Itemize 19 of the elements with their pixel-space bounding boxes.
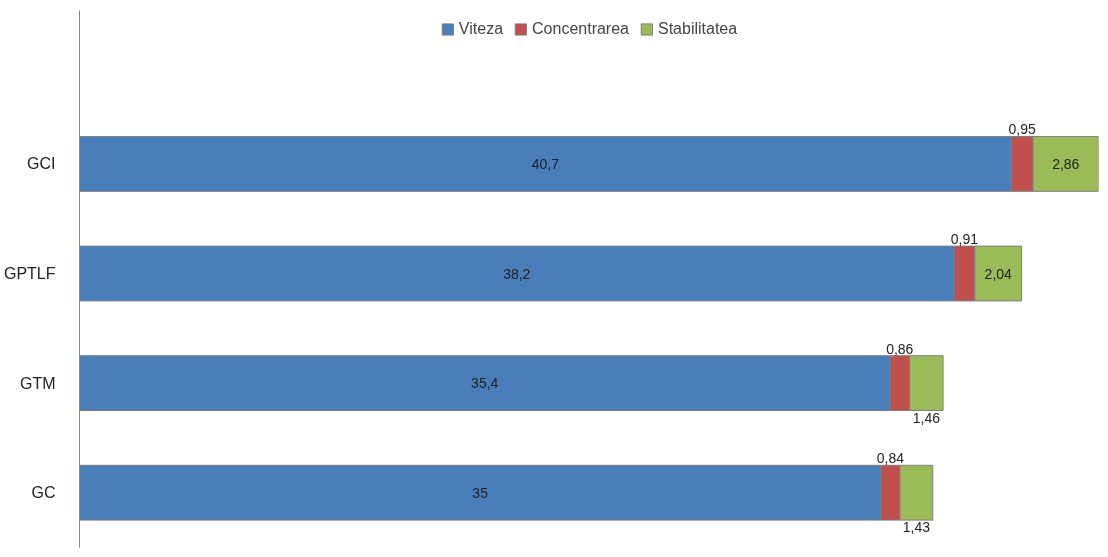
legend-label: Concentrarea — [532, 20, 629, 38]
data-label: 1,43 — [902, 519, 931, 536]
y-tick-label: GPTLF — [3, 265, 56, 283]
data-label: 2,86 — [1052, 155, 1080, 172]
y-tick-label: GC — [31, 484, 56, 502]
data-label: 2,04 — [984, 265, 1013, 282]
data-label: 0,91 — [950, 230, 979, 247]
data-label: 0,84 — [876, 450, 905, 467]
data-label: 0,86 — [886, 340, 914, 357]
y-tick-label: GTM — [19, 374, 56, 392]
data-label: 0,95 — [1008, 121, 1036, 138]
data-label: 35,4 — [471, 375, 499, 392]
data-label: 35 — [472, 484, 489, 501]
legend-label: Stabilitatea — [657, 20, 738, 38]
data-label: 40,7 — [531, 155, 560, 172]
data-label: 1,46 — [912, 409, 941, 426]
data-label: 38,2 — [503, 265, 531, 282]
legend-label: Viteza — [458, 20, 504, 38]
y-tick-label: GCI — [27, 155, 56, 173]
